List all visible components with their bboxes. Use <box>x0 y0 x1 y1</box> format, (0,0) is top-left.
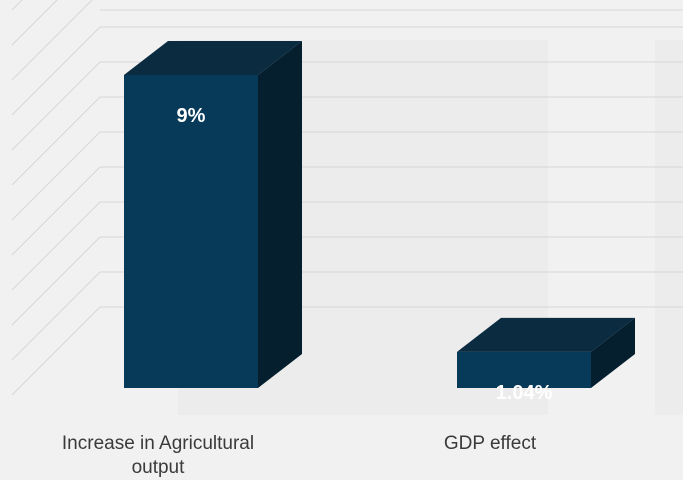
gridline-diagonal <box>11 0 58 46</box>
category-label: GDP effect <box>444 433 537 454</box>
category-label: output <box>132 457 186 478</box>
gridline-diagonal <box>11 306 101 396</box>
gridline-diagonal <box>11 166 101 256</box>
gridline-diagonal <box>11 26 101 116</box>
bar-side-face <box>258 41 302 388</box>
category-labels: Increase in Agricultural output GDP effect <box>62 433 537 478</box>
bar-front-face <box>457 351 591 388</box>
bars <box>124 41 635 388</box>
gridline-diagonal <box>11 61 101 151</box>
bar <box>124 41 302 388</box>
gridline-diagonal <box>11 96 101 186</box>
data-label: 9% <box>177 105 206 127</box>
bar <box>457 317 635 388</box>
data-labels: 9% 1.04% <box>177 105 553 404</box>
gridline-diagonal <box>11 236 101 326</box>
data-label: 1.04% <box>496 382 553 404</box>
gridline-diagonal <box>11 201 101 291</box>
gridline-diagonal <box>11 0 93 81</box>
bar-top-face <box>124 41 302 75</box>
category-label: Increase in Agricultural <box>62 433 254 454</box>
bar-top-face <box>457 317 635 352</box>
bar-front-face <box>124 75 258 388</box>
bar-side-face <box>591 317 635 388</box>
back-wall-panel <box>655 40 683 415</box>
gridline-diagonal <box>11 131 101 221</box>
gridline-diagonal <box>11 271 101 361</box>
